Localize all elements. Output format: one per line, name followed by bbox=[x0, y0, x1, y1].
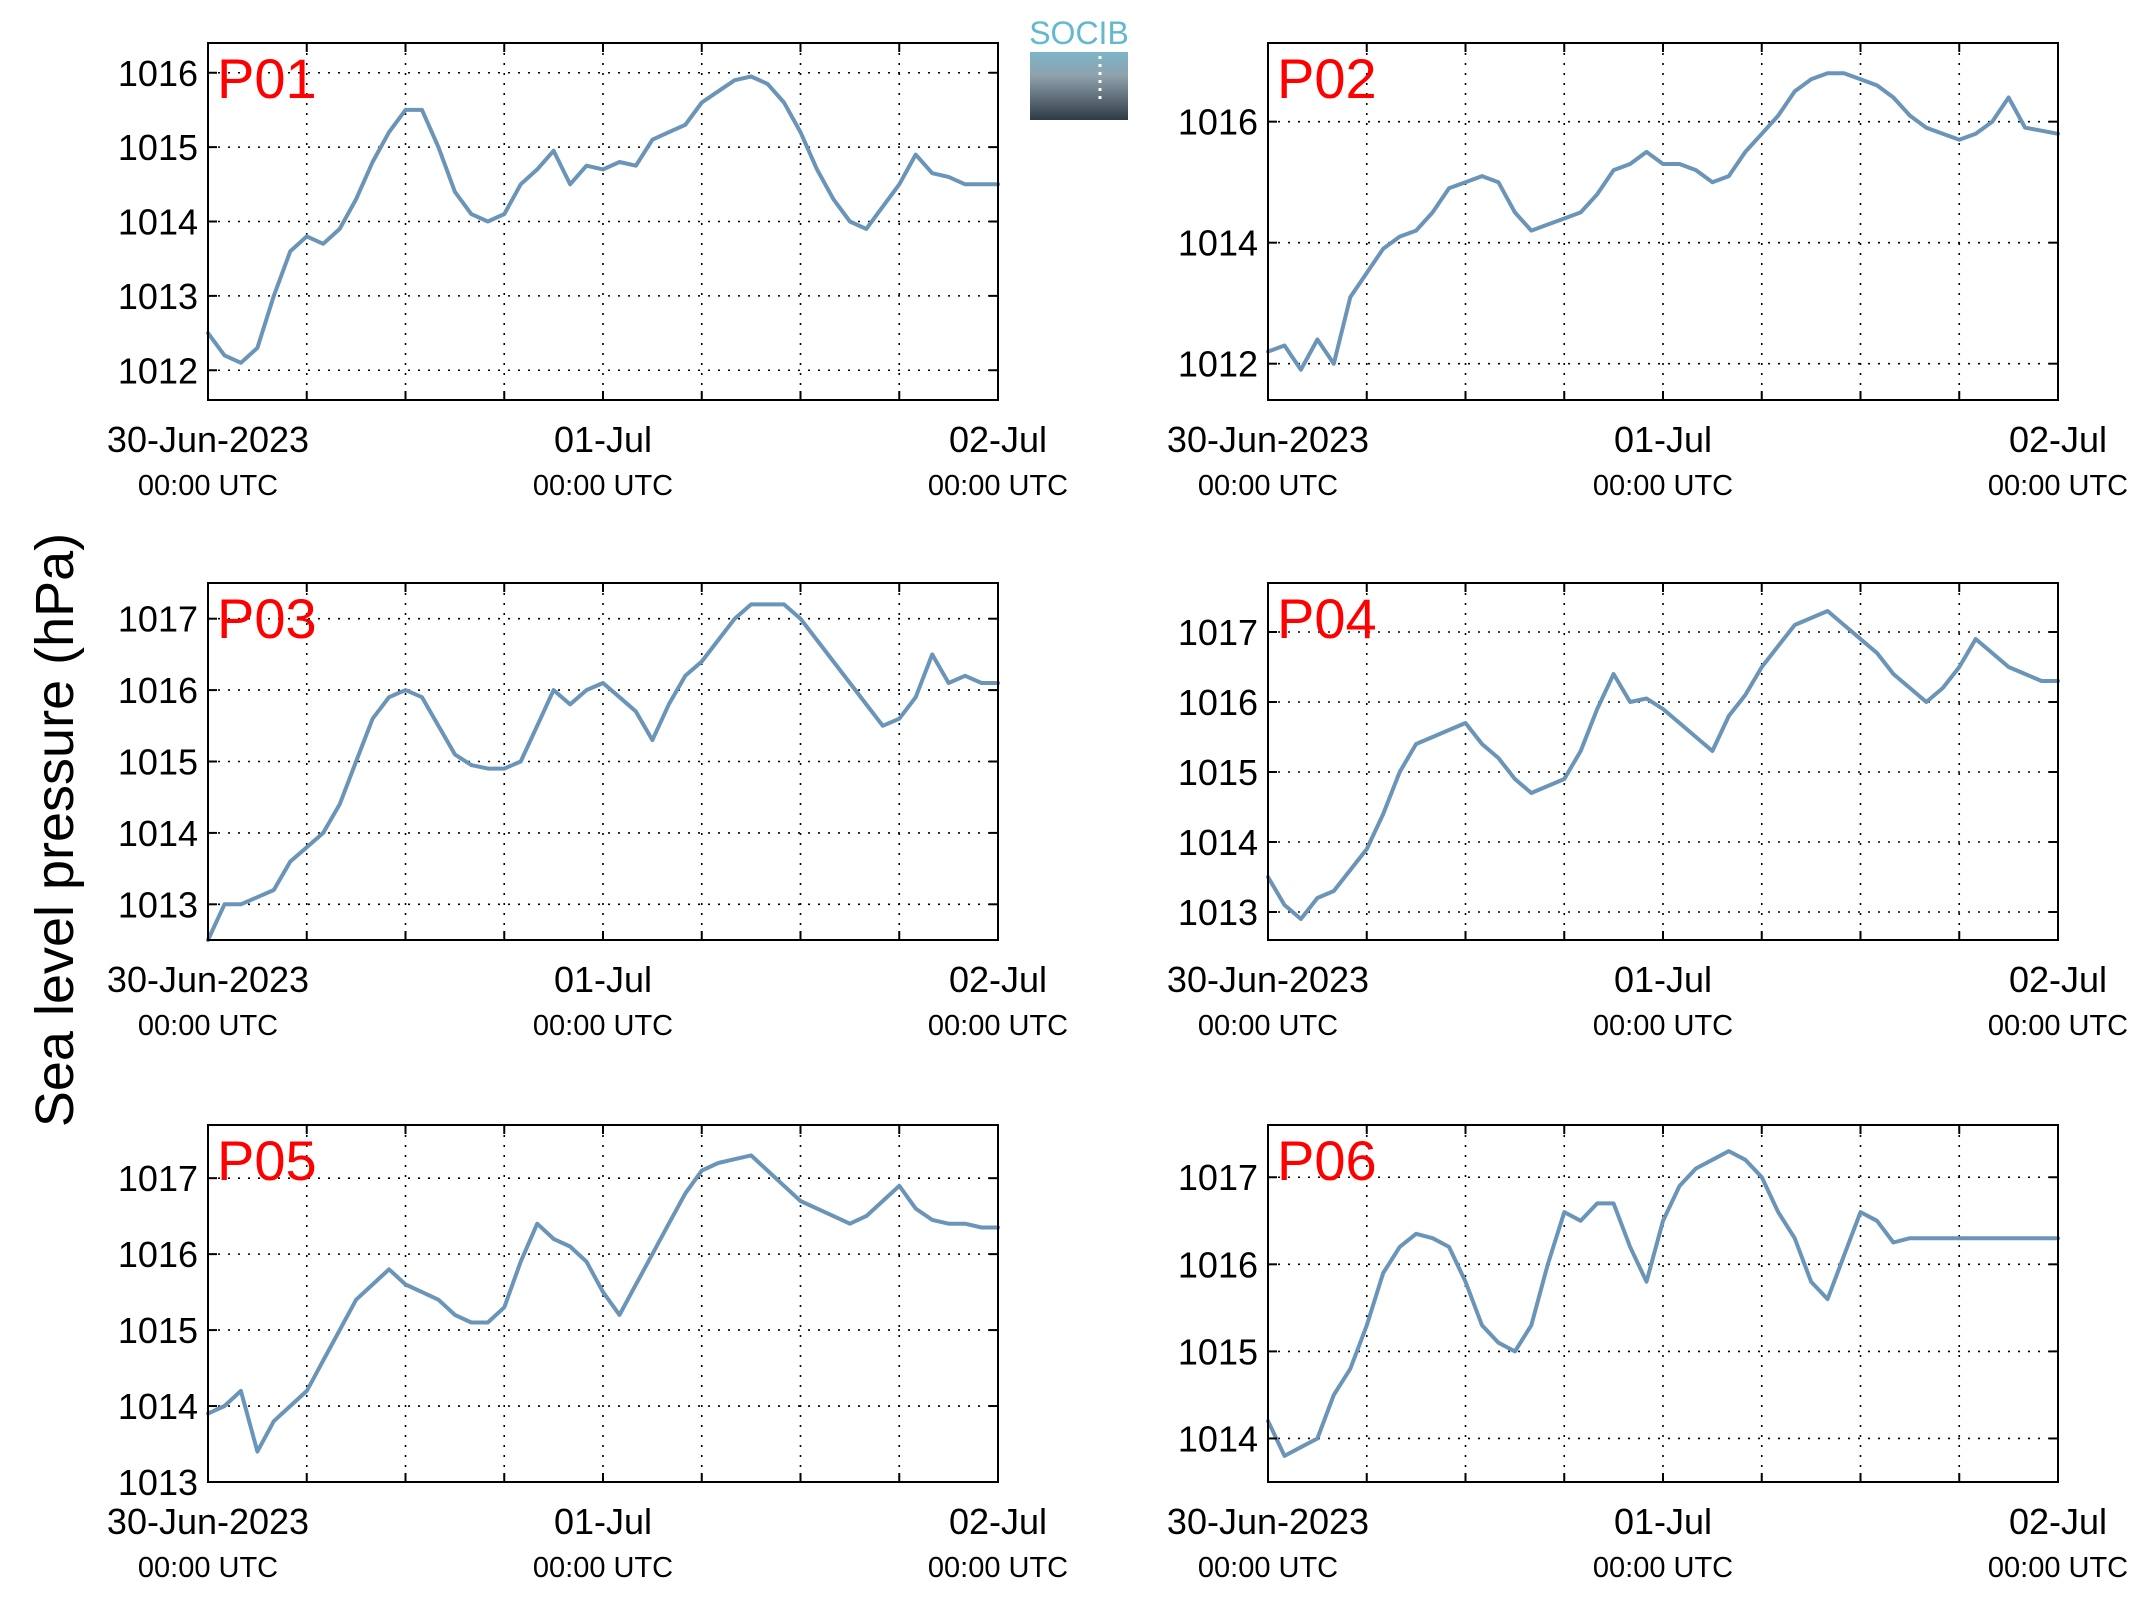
figure-ylabel: Sea level pressure (hPa) bbox=[25, 533, 85, 1127]
x-tick-label: 02-Jul bbox=[2009, 959, 2107, 1000]
panels: 1012 1013 1014 1015 1016 30-Jun-2023 00:00 UTC… bbox=[107, 42, 2128, 1584]
series-line bbox=[1266, 609, 2060, 921]
x-tick-label: 30-Jun-2023 bbox=[1167, 419, 1369, 460]
y-tick-label: 1016 bbox=[1178, 682, 1258, 723]
series-line bbox=[206, 602, 1000, 942]
x-tick-sublabel: 00:00 UTC bbox=[928, 1010, 1068, 1042]
y-tick-label: 1014 bbox=[1178, 1418, 1258, 1459]
y-tick-label: 1014 bbox=[1178, 223, 1258, 264]
x-tick-label: 30-Jun-2023 bbox=[107, 959, 309, 1000]
panel-label: P05 bbox=[217, 1129, 317, 1192]
x-tick-sublabel: 00:00 UTC bbox=[1198, 1010, 1338, 1042]
logo-emblem bbox=[1030, 52, 1128, 120]
x-tick-label: 30-Jun-2023 bbox=[1167, 1501, 1369, 1542]
panel-p05: 1013 1014 1015 1016 1017 30-Jun-2023 00:00 UTC… bbox=[107, 1124, 1068, 1584]
panel-label: P01 bbox=[217, 47, 317, 110]
x-tick-label: 01-Jul bbox=[554, 1501, 652, 1542]
panel-p01: 1012 1013 1014 1015 1016 30-Jun-2023 00:00 UTC… bbox=[107, 42, 1068, 502]
x-tick-sublabel: 00:00 UTC bbox=[138, 1010, 278, 1042]
x-tick-sublabel: 00:00 UTC bbox=[533, 1010, 673, 1042]
panel-p02: 1012 1014 1016 30-Jun-2023 00:00 UTC 01-Jul 00… bbox=[1167, 42, 2128, 502]
y-tick-label: 1014 bbox=[118, 813, 198, 854]
y-tick-label: 1017 bbox=[118, 1158, 198, 1199]
panel-p06: 1014 1015 1016 1017 30-Jun-2023 00:00 UTC 01-J… bbox=[1167, 1124, 2128, 1584]
x-tick-label: 01-Jul bbox=[1614, 419, 1712, 460]
y-tick-label: 1014 bbox=[1178, 822, 1258, 863]
y-tick-label: 1016 bbox=[1178, 1244, 1258, 1285]
y-tick-label: 1016 bbox=[1178, 102, 1258, 143]
y-tick-label: 1014 bbox=[118, 202, 198, 243]
y-tick-label: 1016 bbox=[118, 670, 198, 711]
x-tick-sublabel: 00:00 UTC bbox=[928, 470, 1068, 502]
x-tick-sublabel: 00:00 UTC bbox=[1198, 1552, 1338, 1584]
y-tick-label: 1012 bbox=[1178, 344, 1258, 385]
panel-p03: 1013 1014 1015 1016 1017 30-Jun-2023 00:00 UTC… bbox=[107, 582, 1068, 1042]
x-tick-label: 01-Jul bbox=[1614, 959, 1712, 1000]
x-tick-sublabel: 00:00 UTC bbox=[138, 1552, 278, 1584]
series-line bbox=[1266, 71, 2060, 372]
x-tick-label: 02-Jul bbox=[949, 419, 1047, 460]
y-tick-label: 1014 bbox=[118, 1386, 198, 1427]
x-tick-label: 30-Jun-2023 bbox=[1167, 959, 1369, 1000]
series-line bbox=[1266, 1149, 2060, 1458]
panel-label: P02 bbox=[1277, 47, 1377, 110]
y-tick-label: 1016 bbox=[118, 53, 198, 94]
x-tick-label: 01-Jul bbox=[1614, 1501, 1712, 1542]
y-tick-label: 1015 bbox=[1178, 752, 1258, 793]
panel-p04: 1013 1014 1015 1016 1017 30-Jun-2023 00:00 UTC… bbox=[1167, 582, 2128, 1042]
panel-label: P04 bbox=[1277, 587, 1377, 650]
x-tick-sublabel: 00:00 UTC bbox=[1198, 470, 1338, 502]
y-tick-label: 1013 bbox=[1178, 892, 1258, 933]
x-tick-label: 02-Jul bbox=[2009, 1501, 2107, 1542]
panel-label: P06 bbox=[1277, 1129, 1377, 1192]
y-tick-label: 1013 bbox=[118, 884, 198, 925]
x-tick-sublabel: 00:00 UTC bbox=[1988, 1552, 2128, 1584]
x-tick-sublabel: 00:00 UTC bbox=[1593, 1552, 1733, 1584]
x-tick-label: 01-Jul bbox=[554, 419, 652, 460]
x-tick-label: 02-Jul bbox=[2009, 419, 2107, 460]
y-tick-label: 1017 bbox=[118, 599, 198, 640]
y-tick-label: 1017 bbox=[1178, 1157, 1258, 1198]
y-tick-label: 1016 bbox=[118, 1234, 198, 1275]
x-tick-sublabel: 00:00 UTC bbox=[138, 470, 278, 502]
x-tick-label: 30-Jun-2023 bbox=[107, 1501, 309, 1542]
y-tick-label: 1012 bbox=[118, 350, 198, 391]
y-tick-label: 1015 bbox=[118, 1310, 198, 1351]
y-tick-label: 1015 bbox=[118, 127, 198, 168]
x-tick-label: 02-Jul bbox=[949, 959, 1047, 1000]
y-tick-label: 1015 bbox=[118, 742, 198, 783]
y-tick-label: 1017 bbox=[1178, 612, 1258, 653]
x-tick-label: 02-Jul bbox=[949, 1501, 1047, 1542]
x-tick-sublabel: 00:00 UTC bbox=[1593, 470, 1733, 502]
series-line bbox=[206, 1153, 1000, 1454]
x-tick-sublabel: 00:00 UTC bbox=[928, 1552, 1068, 1584]
y-tick-label: 1015 bbox=[1178, 1331, 1258, 1372]
x-tick-sublabel: 00:00 UTC bbox=[1988, 470, 2128, 502]
panel-label: P03 bbox=[217, 587, 317, 650]
x-tick-sublabel: 00:00 UTC bbox=[533, 1552, 673, 1584]
socib-logo: SOCIB bbox=[1029, 15, 1129, 120]
x-tick-sublabel: 00:00 UTC bbox=[533, 470, 673, 502]
series-line bbox=[206, 74, 1000, 365]
y-tick-label: 1013 bbox=[118, 276, 198, 317]
x-tick-sublabel: 00:00 UTC bbox=[1593, 1010, 1733, 1042]
logo-text: SOCIB bbox=[1029, 15, 1129, 51]
x-tick-label: 01-Jul bbox=[554, 959, 652, 1000]
y-tick-label: 1013 bbox=[118, 1462, 198, 1503]
x-tick-label: 30-Jun-2023 bbox=[107, 419, 309, 460]
x-tick-sublabel: 00:00 UTC bbox=[1988, 1010, 2128, 1042]
